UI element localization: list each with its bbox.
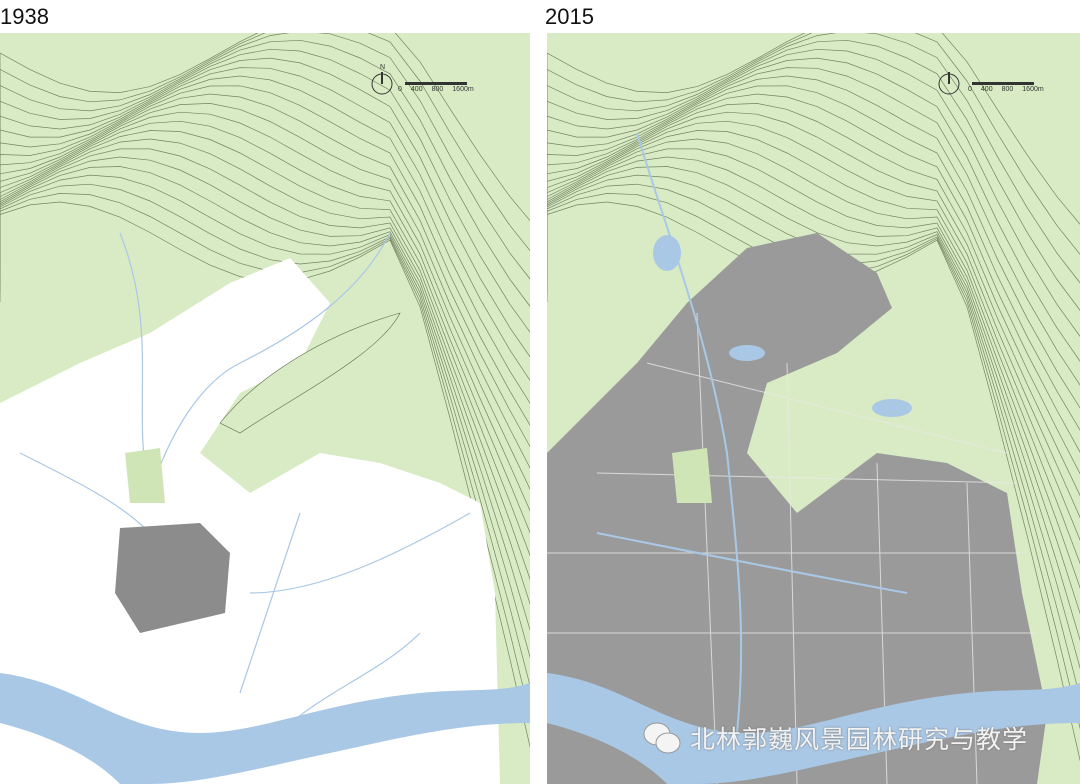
contour-line [0,33,530,280]
contour-line [0,48,530,333]
old-city [115,523,230,633]
scale-labels-2015: 0 400 800 1600m [968,86,1044,93]
contour-line [0,138,530,557]
contour-line [0,75,530,404]
contour-line [0,174,530,659]
scale-bar-2015 [937,69,1037,99]
scale-tick: 0 [398,86,402,93]
contour-line [547,111,1080,497]
scale-bar-1938 [370,69,470,99]
scale-labels-1938: N 0 400 800 1600m [380,64,474,93]
contour-line [547,148,1080,589]
contour-line [0,33,530,222]
map-1938-canvas [0,33,530,784]
contour-line [0,111,530,490]
contour-line [547,33,1080,225]
contour-line [547,57,1080,362]
contour-line [0,148,530,581]
scale-tick: 800 [1001,86,1014,93]
contour-line [0,39,530,307]
contour-line [0,166,530,631]
scale-tick: 0 [968,86,972,93]
map-1938 [0,33,530,784]
contour-line [547,130,1080,541]
contour-line [547,85,1080,431]
contour-line [0,67,530,382]
contour-line [0,156,530,605]
watermark-text: 北林郭巍风景园林研究与教学 [690,726,1029,754]
lowland-area [0,258,500,784]
contour-line [0,130,530,534]
contour-line [0,183,530,687]
river [547,673,1080,784]
contour-line [0,103,530,469]
contour-line [547,33,1080,284]
contour-line [547,48,1080,337]
contour-line [547,138,1080,565]
scale-tick: 1600m [452,86,474,93]
scale-tick: 400 [980,86,993,93]
contour-line [0,85,530,426]
contour-line [0,93,530,448]
map-title-1938: 1938 [0,4,49,29]
contour-line [547,156,1080,615]
contour-line [547,75,1080,409]
scale-tick: 800 [431,86,444,93]
watermark: 北林郭巍风景园林研究与教学 [642,720,1028,756]
contour-line [547,67,1080,386]
contour-line [0,193,530,717]
scale-tick: 400 [410,86,423,93]
contour-line [0,57,530,358]
contour-line [547,120,1080,519]
north-label: N [380,64,386,71]
map-2015 [547,33,1080,784]
contour-line [547,103,1080,475]
contour-line [547,33,1080,255]
map-2015-canvas [547,33,1080,784]
contour-line [547,93,1080,453]
contour-line [0,33,530,252]
urban-area [547,233,1047,784]
ridge-green [219,312,401,434]
contour-line [547,166,1080,642]
scale-tick: 1600m [1022,86,1044,93]
map-title-2015: 2015 [545,4,594,29]
wechat-icon [643,722,681,754]
contour-line [547,39,1080,311]
river [0,673,530,784]
contour-line [0,120,530,512]
